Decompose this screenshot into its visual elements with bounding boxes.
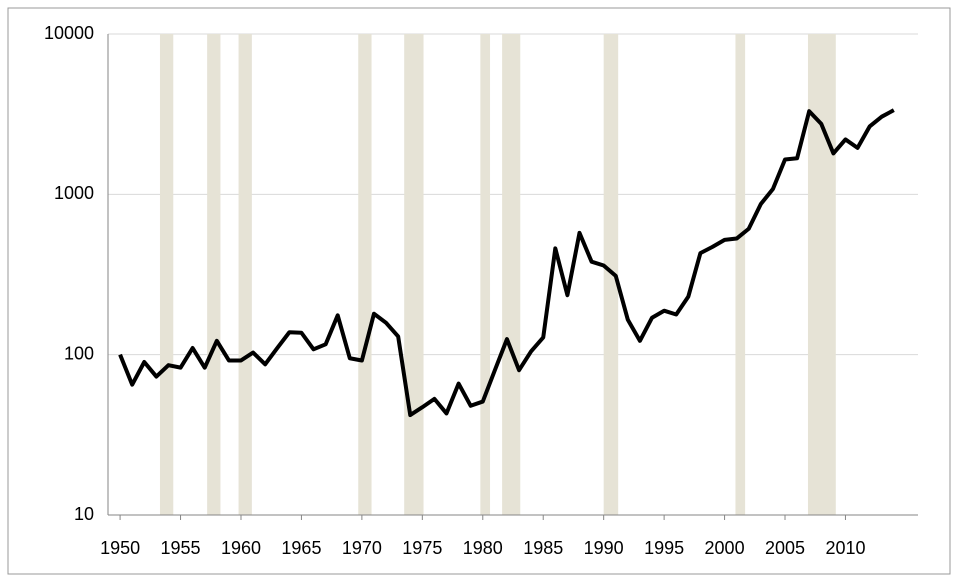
recession-band	[159, 34, 174, 515]
recession-band	[480, 34, 491, 515]
recession-band	[502, 34, 521, 515]
recession-band	[735, 34, 746, 515]
recession-band	[358, 34, 372, 515]
x-tick-label: 1995	[644, 538, 684, 558]
recession-band	[404, 34, 424, 515]
x-tick-label: 1965	[281, 538, 321, 558]
y-tick-label: 10	[74, 504, 94, 524]
x-tick-label: 1990	[584, 538, 624, 558]
x-tick-label: 1980	[463, 538, 503, 558]
x-tick-label: 1975	[402, 538, 442, 558]
x-tick-label: 1955	[161, 538, 201, 558]
x-tick-label: 1970	[342, 538, 382, 558]
chart-frame	[7, 7, 951, 575]
x-tick-label: 1960	[221, 538, 261, 558]
x-tick-label: 2000	[705, 538, 745, 558]
x-tick-label: 1985	[523, 538, 563, 558]
data-line	[118, 108, 895, 418]
x-tick-label: 1950	[100, 538, 140, 558]
x-tick-label: 2010	[825, 538, 865, 558]
y-tick-label: 1000	[54, 183, 94, 203]
recession-band	[603, 34, 619, 515]
recession-band	[238, 34, 252, 515]
y-tick-label: 100	[64, 343, 94, 363]
y-tick-label: 10000	[44, 23, 94, 43]
x-tick-label: 2005	[765, 538, 805, 558]
recession-band	[207, 34, 221, 515]
recession-band	[807, 34, 836, 515]
